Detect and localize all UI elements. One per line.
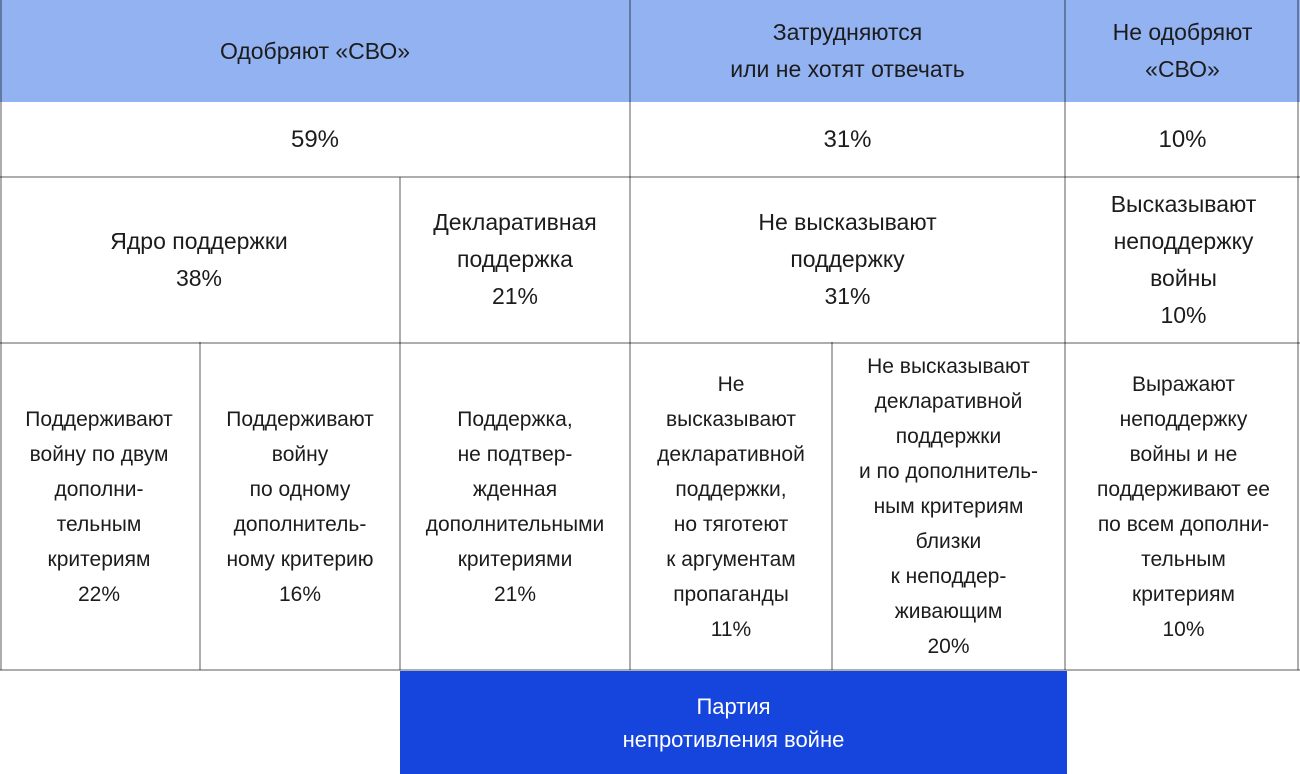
detail-one-criterion: Поддерживают войну по одному дополнитель… bbox=[226, 407, 374, 606]
grid-line-detail-4-5 bbox=[831, 342, 833, 670]
grid-line-left-border bbox=[0, 0, 2, 670]
grid-line-below-totals bbox=[0, 176, 1300, 178]
grid-line-right-border bbox=[1297, 0, 1299, 670]
grid-line-approve-undecided bbox=[629, 0, 631, 670]
group-nonsupport: Высказывают неподдержку войны 10% bbox=[1110, 190, 1257, 328]
header-approve: Одобряют «СВО» bbox=[0, 0, 630, 102]
grid-line-detail-1-2 bbox=[199, 342, 201, 670]
group-no-support: Не высказывают поддержку 31% bbox=[758, 209, 937, 309]
total-disapprove: 10% bbox=[1158, 125, 1207, 153]
header-undecided: Затрудняются или не хотят отвечать bbox=[630, 0, 1065, 102]
detail-unconfirmed-support: Поддержка, не подтвер- жденная дополните… bbox=[425, 407, 605, 606]
party-of-nonresistance-band: Партия непротивления войне bbox=[400, 671, 1067, 774]
total-undecided: 31% bbox=[823, 125, 872, 153]
detail-propaganda-leaning: Не высказывают декларативной поддержки, … bbox=[657, 372, 805, 641]
grid-line-core-declarative bbox=[399, 177, 401, 670]
detail-full-nonsupport: Выражают неподдержку войны и не поддержи… bbox=[1097, 372, 1270, 641]
grid-line-below-groups bbox=[0, 342, 1300, 344]
header-disapprove: Не одобряют «СВО» bbox=[1065, 0, 1300, 102]
group-declarative-support: Декларативная поддержка 21% bbox=[433, 209, 597, 309]
detail-close-to-nonsupport: Не высказывают декларативной поддержки и… bbox=[858, 355, 1039, 658]
total-approve: 59% bbox=[290, 125, 340, 153]
group-core-support: Ядро поддержки 38% bbox=[110, 227, 288, 291]
grid-line-undecided-disapprove bbox=[1064, 0, 1066, 670]
detail-two-criteria: Поддерживают войну по двум дополни- тель… bbox=[25, 407, 173, 606]
grid-line-below-details bbox=[0, 669, 1300, 671]
